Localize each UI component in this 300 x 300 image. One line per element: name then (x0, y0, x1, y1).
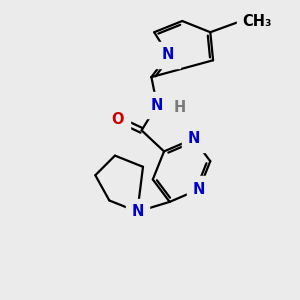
Text: CH₃: CH₃ (242, 14, 272, 28)
Text: N: N (187, 131, 200, 146)
Text: N: N (131, 204, 144, 219)
Text: O: O (112, 112, 124, 127)
Text: H: H (173, 100, 186, 116)
Text: N: N (151, 98, 163, 112)
Text: N: N (162, 47, 174, 62)
Text: N: N (193, 182, 205, 197)
